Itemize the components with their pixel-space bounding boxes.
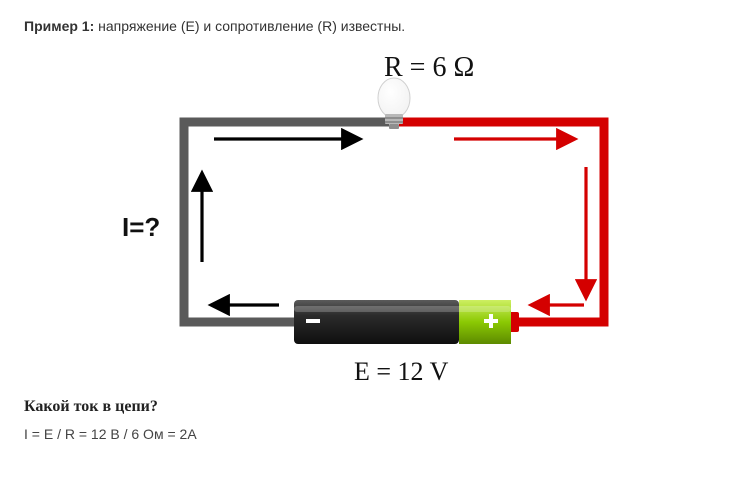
arrows-left	[202, 139, 359, 305]
arrows-right	[454, 139, 586, 305]
wire-left	[184, 122, 389, 322]
answer-text: I = E / R = 12 В / 6 Ом = 2А	[24, 426, 722, 442]
circuit-svg	[144, 62, 644, 392]
intro-rest: напряжение (E) и сопротивление (R) извес…	[94, 18, 405, 34]
intro-text: Пример 1: напряжение (E) и сопротивление…	[24, 18, 722, 34]
battery-icon	[294, 300, 519, 344]
intro-bold: Пример 1:	[24, 18, 94, 34]
circuit-diagram: R = 6 Ω I=? E = 12 V	[24, 42, 722, 392]
wire-right	[399, 122, 604, 322]
question-text: Какой ток в цепи?	[24, 398, 722, 416]
